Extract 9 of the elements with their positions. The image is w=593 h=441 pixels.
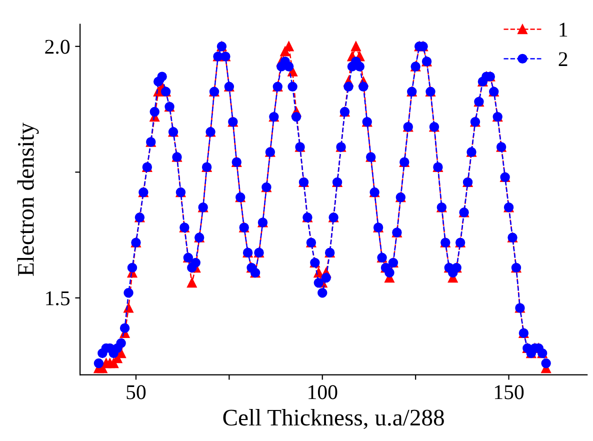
x-tick-label: 50: [126, 385, 146, 400]
y-axis-title: Electron density: [17, 122, 39, 276]
legend-label: 1: [560, 22, 568, 37]
y-tick-label: 1.5: [46, 291, 70, 306]
y-tick-label: 2.0: [45, 40, 70, 54]
x-tick-label: 150: [494, 385, 524, 400]
x-axis-title: Cell Thickness, u.a/288: [223, 409, 444, 430]
legend-label: 2: [558, 52, 568, 66]
x-tick-label: 100: [308, 385, 338, 400]
